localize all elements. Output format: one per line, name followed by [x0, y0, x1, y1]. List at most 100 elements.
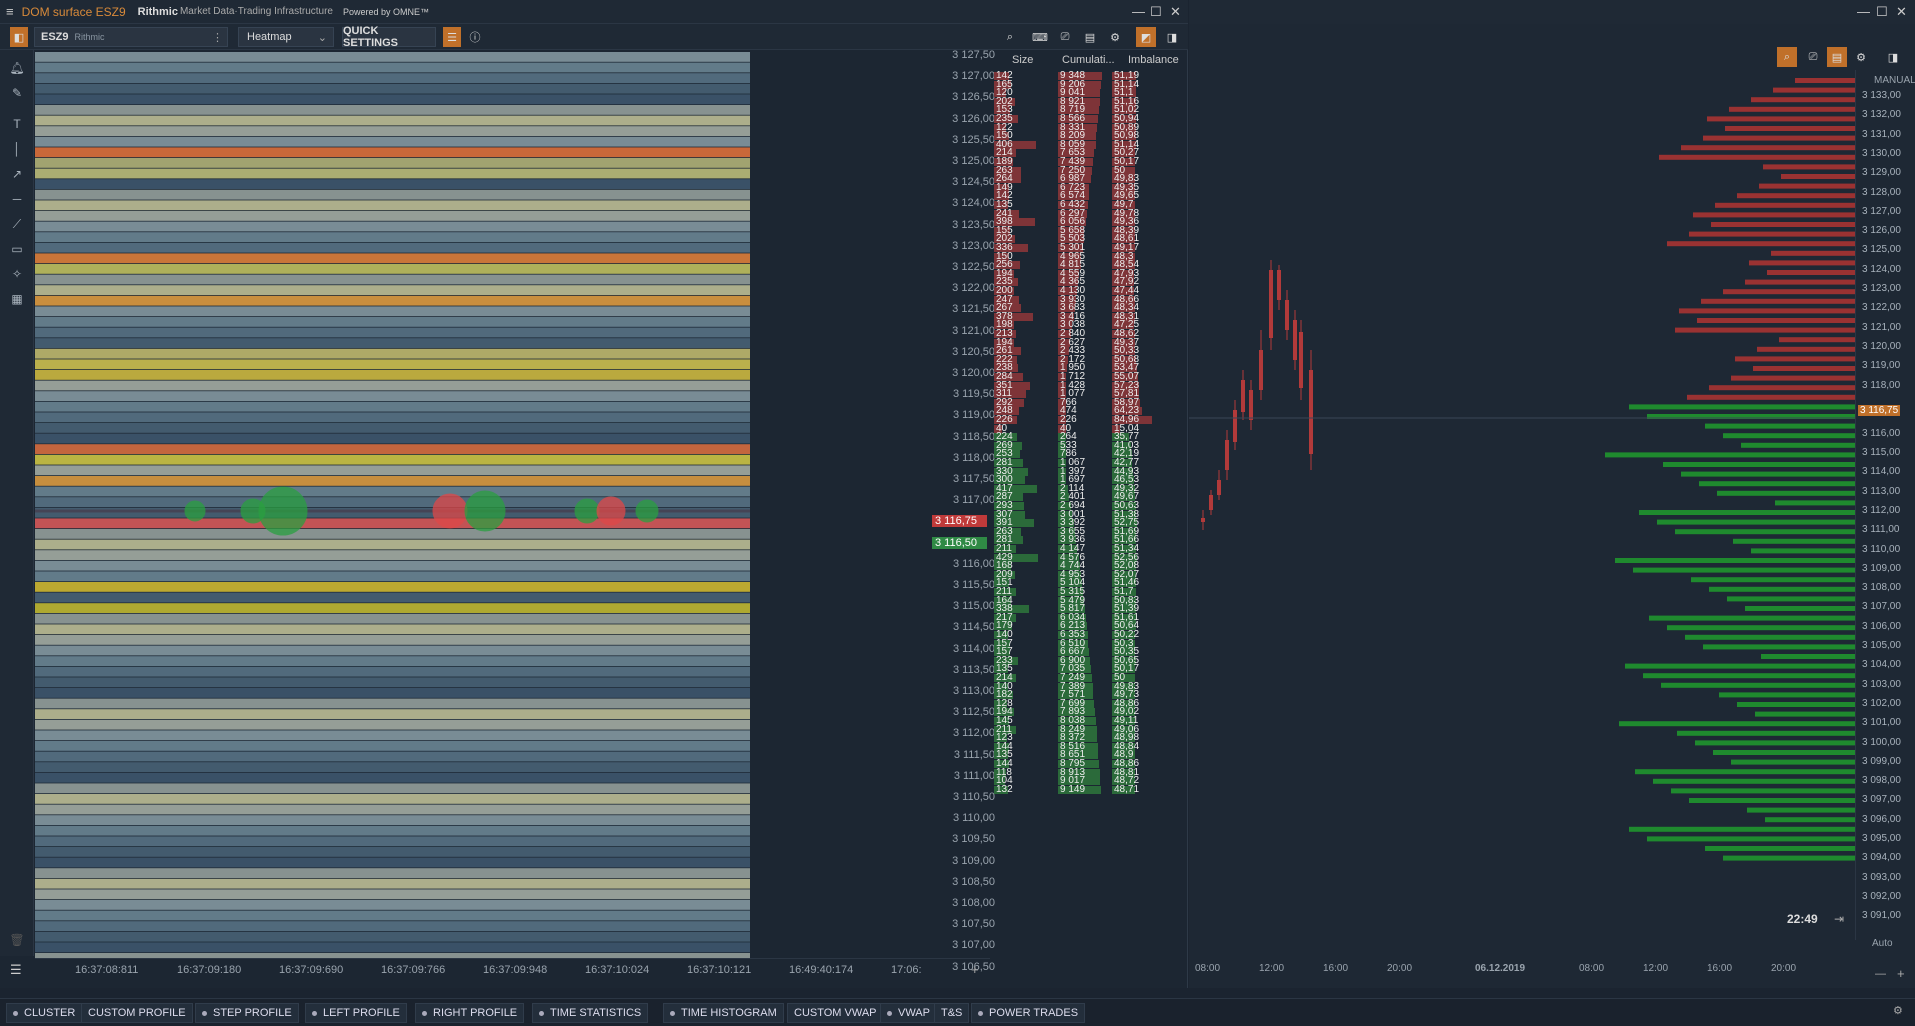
heatmap-area[interactable] [35, 52, 750, 958]
depth-bar [994, 80, 1011, 89]
depth-bar [1058, 106, 1099, 115]
minimize-icon[interactable]: — [1857, 4, 1870, 19]
candle-body [1209, 495, 1213, 510]
search-icon[interactable]: ⌕ [1777, 47, 1797, 67]
pencil-icon[interactable]: ✎ [11, 86, 23, 100]
depth-bar [1058, 364, 1068, 373]
indicator-button[interactable]: CUSTOM VWAP [787, 1003, 884, 1023]
text-icon[interactable]: T [13, 117, 21, 131]
close-icon[interactable]: ✕ [1170, 4, 1181, 19]
close-icon[interactable]: ✕ [1896, 4, 1907, 19]
heatmap-band [35, 804, 750, 815]
mode-select[interactable]: Heatmap ⌄ [238, 27, 334, 47]
gear-icon[interactable]: ⚙ [1110, 31, 1120, 44]
indicator-button[interactable]: CUSTOM PROFILE [81, 1003, 193, 1023]
col-cumulative-header[interactable]: Cumulati... [1062, 54, 1115, 66]
template-list-icon[interactable]: ▦ [11, 292, 23, 306]
price-label: 3 124,00 [952, 197, 995, 210]
heatmap-band [35, 338, 750, 348]
mouse-icon[interactable]: ⎚ [1808, 50, 1818, 63]
heatmap-band [35, 126, 750, 136]
layout-icon[interactable]: ◩ [1136, 27, 1156, 47]
indicator-button[interactable]: T&S [934, 1003, 970, 1023]
depth-bar [1058, 407, 1066, 416]
depth-bar [1058, 605, 1086, 614]
indicator-button[interactable]: VWAP [880, 1003, 937, 1023]
gear-icon[interactable]: ⚙ [1856, 51, 1866, 64]
arrow-icon[interactable]: ↗ [11, 167, 23, 181]
scroll-end-icon[interactable]: ⇥ [1834, 912, 1845, 926]
time-label: 16:37:09:948 [483, 964, 548, 976]
time-label: 16:49:40:174 [789, 964, 854, 976]
depth-bar [1058, 261, 1081, 270]
chart-time-label: 16:00 [1323, 963, 1349, 974]
info-icon[interactable]: ⓘ [469, 32, 481, 44]
status-dot-icon [13, 1010, 18, 1016]
add-icon[interactable]: + [971, 962, 979, 977]
panel-toggle-icon[interactable]: ◧ [10, 27, 28, 47]
depth-bar [1112, 570, 1137, 579]
mouse-icon[interactable]: ⎚ [1060, 30, 1070, 43]
heatmap-band [35, 900, 750, 910]
profile-bar [1689, 798, 1855, 803]
sidebar-icon[interactable]: ◨ [1887, 51, 1899, 64]
time-label: 16:37:10:121 [687, 964, 752, 976]
magic-icon[interactable]: ✧ [11, 267, 23, 281]
vertical-line-icon[interactable]: │ [13, 142, 21, 156]
template-icon[interactable]: ▤ [1084, 31, 1096, 44]
list-icon[interactable]: ☰ [10, 962, 22, 977]
col-size-header[interactable]: Size [1012, 54, 1034, 66]
search-icon[interactable]: ⌕ [1006, 30, 1014, 43]
size-cell: 144 [996, 758, 1013, 769]
indicator-label: POWER TRADES [989, 1007, 1079, 1019]
sidebar-icon[interactable]: ◨ [1166, 31, 1178, 44]
cumulative-cell: 7 250 [1060, 164, 1086, 176]
depth-bar [994, 132, 1010, 141]
quick-settings-button[interactable]: QUICK SETTINGS [342, 25, 436, 49]
trade-bubble [258, 486, 308, 536]
indicator-button[interactable]: STEP PROFILE [195, 1003, 299, 1023]
price-label: 3 123,50 [952, 218, 995, 231]
cumulative-cell: 3 683 [1060, 302, 1086, 314]
ruler-icon[interactable]: ⟋ [12, 217, 22, 231]
size-cell: 406 [996, 138, 1013, 150]
minimize-icon[interactable]: — [1132, 4, 1145, 19]
indicator-button[interactable]: TIME HISTOGRAM [663, 1003, 784, 1023]
indicator-button[interactable]: LEFT PROFILE [305, 1003, 407, 1023]
maximize-icon[interactable]: ☐ [1876, 4, 1888, 19]
auto-scale-label[interactable]: Auto [1872, 938, 1893, 949]
bell-icon[interactable]: 🔔︎ [9, 61, 25, 75]
scale-mode[interactable]: MANUAL [1874, 75, 1915, 86]
depth-bar [1058, 175, 1091, 184]
cumulative-cell: 3 936 [1060, 534, 1086, 546]
cumulative-cell: 8 719 [1060, 104, 1086, 116]
rectangle-icon[interactable]: ▭ [11, 242, 23, 256]
horizontal-line-icon[interactable]: ─ [12, 192, 22, 206]
col-imbalance-header[interactable]: Imbalance [1128, 54, 1179, 66]
heatmap-band [35, 264, 750, 274]
more-icon[interactable]: ⋮ [212, 31, 223, 44]
plus-icon[interactable]: + [1897, 966, 1905, 981]
candlestick-chart[interactable] [1189, 70, 1855, 940]
maximize-icon[interactable]: ☐ [1150, 4, 1162, 19]
indicator-button[interactable]: POWER TRADES [971, 1003, 1086, 1023]
cumulative-cell: 766 [1060, 396, 1077, 408]
depth-bar [1112, 631, 1136, 639]
instrument-selector[interactable]: ESZ9 Rithmic ⋮ [34, 27, 228, 47]
menu-icon[interactable]: ≡ [6, 4, 14, 19]
minus-icon[interactable]: — [1875, 968, 1886, 980]
indicator-button[interactable]: RIGHT PROFILE [415, 1003, 525, 1023]
keyboard-icon[interactable]: ⌨ [1032, 31, 1048, 44]
indicator-button[interactable]: TIME STATISTICS [532, 1003, 649, 1023]
template-icon[interactable]: ▤ [1827, 47, 1847, 67]
depth-bar [1112, 527, 1137, 536]
cumulative-cell: 6 056 [1060, 216, 1086, 228]
chart-time-label: 20:00 [1387, 963, 1413, 974]
size-cell: 351 [996, 379, 1013, 391]
settings-sliders-icon[interactable]: ☰ [443, 27, 461, 47]
trash-icon[interactable]: 🗑︎ [9, 933, 25, 947]
imbalance-cell: 50,83 [1114, 594, 1140, 606]
gear-icon[interactable]: ⚙ [1893, 1005, 1903, 1017]
depth-bar [1112, 742, 1135, 751]
indicator-button[interactable]: CLUSTER [6, 1003, 83, 1023]
